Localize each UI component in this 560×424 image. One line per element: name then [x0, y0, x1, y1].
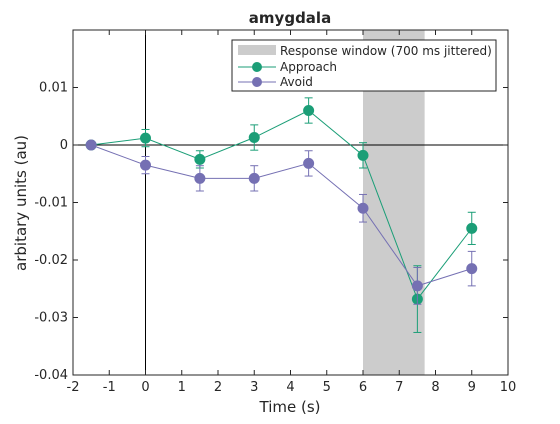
y-tick-label: -0.04	[34, 368, 68, 383]
data-point-avoid	[85, 139, 97, 151]
data-point-approach	[466, 222, 478, 234]
legend-marker-approach	[252, 62, 262, 72]
x-tick-label: 3	[250, 380, 258, 395]
data-point-avoid	[411, 280, 423, 292]
legend-marker-avoid	[252, 77, 262, 87]
series-line-approach	[91, 109, 473, 301]
data-point-approach	[194, 153, 206, 165]
data-point-avoid	[248, 172, 260, 184]
y-tick-label: -0.02	[34, 253, 68, 268]
x-tick-label: 6	[359, 380, 367, 395]
data-point-approach	[140, 132, 151, 144]
data-point-avoid	[466, 263, 478, 275]
y-tick-label: 0.01	[39, 81, 68, 96]
x-tick-label: 1	[178, 380, 186, 395]
data-point-approach	[248, 132, 260, 144]
x-tick-label: 0	[141, 380, 149, 395]
chart-title: amygdala	[249, 9, 331, 27]
x-tick-label: 5	[323, 380, 331, 395]
x-axis-title: Time (s)	[259, 398, 321, 416]
x-tick-label: 9	[468, 380, 476, 395]
series-avoid	[85, 139, 478, 305]
legend-swatch-response-window	[238, 45, 276, 55]
data-point-avoid	[140, 159, 151, 171]
legend-label-approach: Approach	[280, 60, 337, 74]
y-axis-title: arbitary units (au)	[12, 135, 30, 271]
legend-label-response-window: Response window (700 ms jittered)	[280, 44, 492, 58]
x-tick-label: 2	[214, 380, 222, 395]
legend: Response window (700 ms jittered) Approac…	[231, 39, 497, 92]
data-point-approach	[303, 105, 315, 116]
x-tick-label: -1	[103, 380, 116, 395]
x-tick-label: 4	[286, 380, 294, 395]
data-point-approach	[357, 149, 369, 161]
data-point-avoid	[357, 202, 369, 214]
y-tick-label: -0.01	[34, 196, 68, 211]
data-point-avoid	[194, 172, 206, 184]
legend-label-avoid: Avoid	[280, 75, 313, 89]
x-tick-label: 10	[500, 380, 517, 395]
y-tick-label: 0	[60, 138, 68, 153]
x-tick-label: 7	[395, 380, 403, 395]
plot-area: -2 -1 0 1 2 3 4 5 6 7 8 9 10 -0.04 -0.03 -0.02 -0.01 0 0.0…	[34, 29, 517, 395]
x-tick-label: -2	[67, 380, 80, 395]
y-tick-label: -0.03	[34, 311, 68, 326]
data-point-avoid	[303, 157, 315, 169]
series-line-avoid	[90, 144, 472, 287]
x-tick-label: 8	[431, 380, 439, 395]
